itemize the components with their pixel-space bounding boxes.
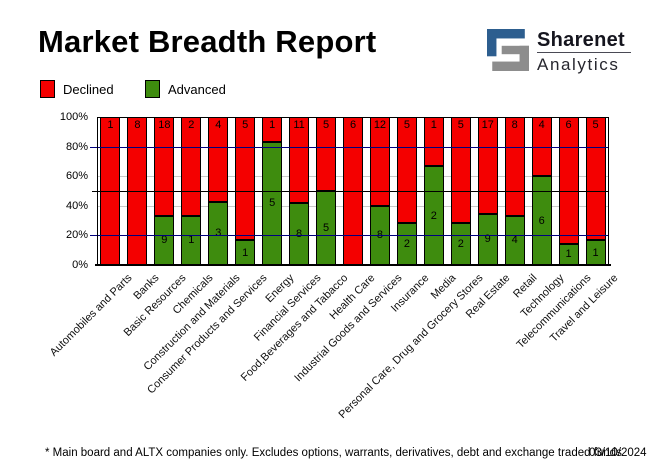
bar-advanced: 3	[208, 201, 229, 265]
sharenet-logo-icon	[487, 29, 529, 71]
bar-value-advanced: 2	[403, 237, 410, 250]
bar-value-declined: 6	[565, 119, 572, 131]
bar-value-advanced: 3	[215, 227, 222, 240]
bar-value-advanced: 5	[269, 197, 276, 210]
bar-advanced: 4	[504, 215, 525, 265]
footnote: * Main board and ALTX companies only. Ex…	[45, 447, 622, 459]
x-axis-label: Automobiles and Parts	[48, 272, 135, 359]
bar-declined: 2	[181, 117, 202, 216]
bar-advanced: 1	[235, 240, 256, 265]
declined-label: Declined	[63, 81, 114, 97]
bar-advanced: 8	[289, 202, 310, 265]
bar-value-advanced: 6	[538, 214, 545, 227]
bar-value-declined: 5	[457, 119, 464, 131]
bar-value-declined: 12	[373, 119, 387, 131]
bar-value-advanced: 9	[484, 233, 491, 246]
bar-advanced: 1	[585, 240, 606, 265]
bar-value-declined: 5	[242, 119, 249, 131]
bar-declined: 5	[585, 117, 606, 241]
bar-value-declined: 8	[511, 119, 518, 131]
y-axis-label: 0%	[72, 259, 88, 271]
bar-value-declined: 5	[403, 119, 410, 131]
bar-declined: 4	[208, 117, 229, 202]
gridline-80	[97, 146, 609, 148]
bar-value-advanced: 4	[511, 234, 518, 247]
bar-declined: 1	[262, 117, 283, 142]
bar-value-declined: 11	[293, 119, 305, 131]
bar-advanced: 6	[531, 176, 552, 265]
y-axis-tick	[90, 235, 97, 237]
bar-advanced: 1	[558, 243, 579, 265]
bar-advanced: 9	[477, 213, 498, 265]
bar-value-declined: 2	[188, 119, 195, 131]
bar-declined: 5	[316, 117, 337, 191]
bar-value-advanced: 9	[161, 234, 168, 247]
bar-declined: 5	[396, 117, 417, 223]
legend-item-declined: Declined	[40, 80, 114, 98]
bar-value-declined: 1	[107, 119, 114, 131]
y-axis-tick	[90, 146, 97, 148]
bar-value-declined: 18	[158, 119, 171, 131]
logo-divider	[537, 52, 631, 53]
bar-value-advanced: 8	[296, 227, 303, 240]
plot-right-border	[608, 117, 609, 265]
bar-declined: 18	[154, 117, 175, 216]
logo-brand-sub: Analytics	[537, 55, 620, 74]
bar-declined: 8	[504, 117, 525, 216]
page-title: Market Breadth Report	[38, 24, 377, 59]
bar-value-declined: 17	[481, 119, 494, 131]
y-axis-label: 40%	[65, 199, 88, 212]
bar-value-advanced: 2	[430, 209, 437, 222]
bar-declined: 5	[235, 117, 256, 241]
bar-advanced: 5	[316, 191, 337, 265]
x-axis-line	[95, 264, 611, 266]
gridline-20	[97, 235, 609, 237]
bar-value-advanced: 1	[242, 246, 249, 259]
bar-value-declined: 1	[430, 119, 437, 131]
sharenet-logo-text: Sharenet Analytics	[537, 29, 631, 74]
plot-top-border	[97, 117, 609, 118]
sharenet-logo: Sharenet Analytics	[487, 29, 631, 74]
bar-declined: 5	[450, 117, 471, 223]
midline-50	[92, 191, 609, 192]
bar-value-declined: 8	[134, 119, 141, 131]
advanced-swatch	[145, 80, 160, 98]
bar-advanced: 2	[423, 166, 444, 265]
bar-value-advanced: 1	[188, 234, 195, 247]
bar-advanced: 1	[181, 215, 202, 265]
y-axis-label: 80%	[65, 140, 88, 153]
bar-advanced: 9	[154, 215, 175, 265]
y-axis-line	[97, 117, 98, 265]
bar-declined: 1	[423, 117, 444, 167]
bar-declined: 11	[289, 117, 310, 203]
bar-value-advanced: 1	[565, 248, 572, 261]
chart-plot-area: 181892143511511855612852125217984466151	[92, 117, 609, 265]
bar-value-declined: 4	[215, 119, 222, 131]
bar-value-declined: 4	[538, 119, 545, 131]
bar-value-advanced: 1	[592, 246, 599, 259]
bar-advanced: 2	[396, 222, 417, 265]
bar-advanced: 5	[262, 141, 283, 265]
declined-swatch	[40, 80, 55, 98]
report-date: 03/10/2024	[589, 447, 647, 459]
bar-declined: 12	[369, 117, 390, 206]
bar-declined: 17	[477, 117, 498, 214]
bar-value-advanced: 2	[457, 237, 464, 250]
y-axis-label: 20%	[65, 229, 88, 242]
bar-value-declined: 5	[322, 119, 330, 131]
bar-value-declined: 6	[349, 119, 357, 131]
y-axis-label: 60%	[65, 170, 88, 183]
logo-brand-name: Sharenet	[537, 29, 625, 51]
bar-advanced: 2	[450, 222, 471, 265]
bar-declined: 6	[558, 117, 579, 244]
y-axis-label: 100%	[59, 111, 88, 123]
advanced-label: Advanced	[168, 81, 226, 97]
legend-item-advanced: Advanced	[145, 80, 226, 98]
bar-value-declined: 1	[269, 119, 276, 131]
bar-value-declined: 5	[592, 119, 599, 131]
bar-value-advanced: 5	[322, 222, 330, 234]
